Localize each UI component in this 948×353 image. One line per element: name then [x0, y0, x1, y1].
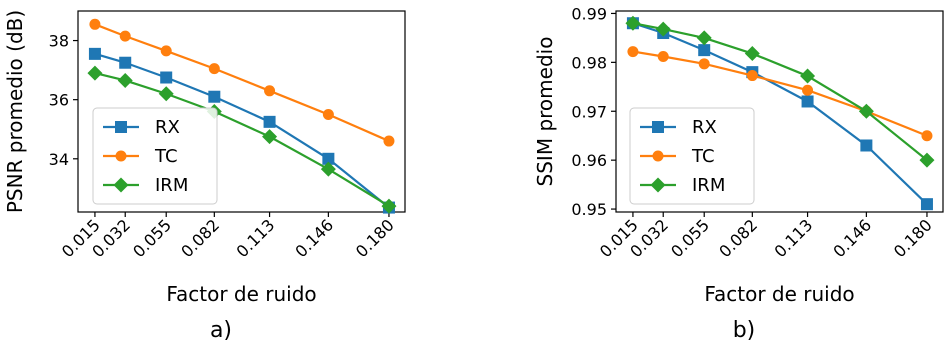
series-rx [88, 47, 395, 214]
legend-label: TC [154, 146, 178, 167]
data-point [117, 72, 133, 88]
data-point [801, 95, 814, 108]
series-irm [625, 15, 935, 168]
y-tick-label: 34 [49, 150, 69, 169]
legend-label: RX [692, 117, 717, 138]
legend-label: TC [691, 146, 715, 167]
x-tick-label: 0.055 [129, 215, 175, 261]
data-point [89, 18, 101, 30]
data-point [625, 15, 641, 31]
data-point [263, 115, 276, 128]
data-point [655, 21, 671, 37]
y-tick-label: 0.95 [571, 200, 607, 219]
y-axis-label: SSIM promedio [533, 37, 557, 187]
x-tick-label: 0.180 [890, 215, 936, 261]
data-point [698, 44, 711, 57]
legend-entry-tc: TC [640, 146, 715, 167]
data-point [921, 130, 933, 142]
series-tc [89, 18, 395, 147]
data-point [160, 45, 172, 57]
data-point [208, 90, 221, 103]
data-point [208, 63, 220, 75]
data-point [696, 30, 712, 46]
data-point [87, 65, 103, 81]
data-point [920, 198, 933, 211]
legend-marker [652, 121, 664, 133]
legend-entry-rx: RX [103, 117, 180, 138]
data-point [919, 152, 935, 168]
data-point [383, 135, 395, 147]
data-point [322, 108, 334, 120]
legend-marker [115, 150, 127, 162]
x-tick-label: 0.146 [291, 215, 337, 261]
legend-entry-tc: TC [103, 146, 178, 167]
legend-entry-rx: RX [640, 117, 717, 138]
legend-label: IRM [155, 175, 188, 196]
legend-marker [650, 177, 666, 193]
y-axis-label: PSNR promedio (dB) [3, 10, 27, 213]
data-point [746, 70, 758, 82]
x-axis-label: Factor de ruido [704, 282, 854, 306]
data-point [698, 58, 710, 70]
data-point [627, 46, 639, 58]
data-point [264, 85, 276, 97]
data-point [858, 103, 874, 119]
y-tick-label: 0.98 [571, 53, 607, 72]
x-tick-label: 0.082 [715, 215, 761, 261]
panel-label: a) [210, 318, 232, 343]
legend-label: RX [155, 117, 180, 138]
x-tick-label: 0.055 [667, 215, 713, 261]
legend: RX TC IRM [92, 107, 218, 205]
legend-marker [115, 121, 127, 133]
data-point [320, 161, 336, 177]
y-tick-label: 0.99 [571, 4, 607, 23]
data-point [119, 56, 132, 69]
x-axis-label: Factor de ruido [166, 282, 316, 306]
legend-marker [652, 150, 664, 162]
data-point [119, 30, 131, 42]
x-tick-label: 0.180 [352, 215, 398, 261]
y-tick-label: 0.96 [571, 151, 607, 170]
data-point [802, 84, 814, 96]
x-tick-label: 0.082 [177, 215, 223, 261]
x-tick-label: 0.113 [233, 215, 279, 261]
data-point [657, 50, 669, 62]
legend: RX TC IRM [629, 107, 755, 205]
legend-label: IRM [692, 175, 725, 196]
x-tick-label: 0.146 [829, 215, 875, 261]
x-tick-label: 0.113 [771, 215, 817, 261]
data-point [322, 152, 335, 165]
y-tick-label: 38 [49, 32, 69, 51]
panel-label: b) [733, 318, 756, 343]
data-point [744, 46, 760, 62]
data-point [262, 129, 278, 145]
data-point [158, 86, 174, 102]
y-tick-label: 36 [49, 91, 69, 110]
y-tick-label: 0.97 [571, 102, 607, 121]
data-point [381, 198, 397, 214]
data-point [160, 71, 173, 84]
data-point [88, 47, 101, 60]
legend-marker [113, 177, 129, 193]
legend-entry-irm: IRM [103, 175, 188, 196]
plot-frame [77, 10, 406, 213]
data-point [800, 68, 816, 84]
data-point [860, 139, 873, 152]
legend-entry-irm: IRM [640, 175, 725, 196]
